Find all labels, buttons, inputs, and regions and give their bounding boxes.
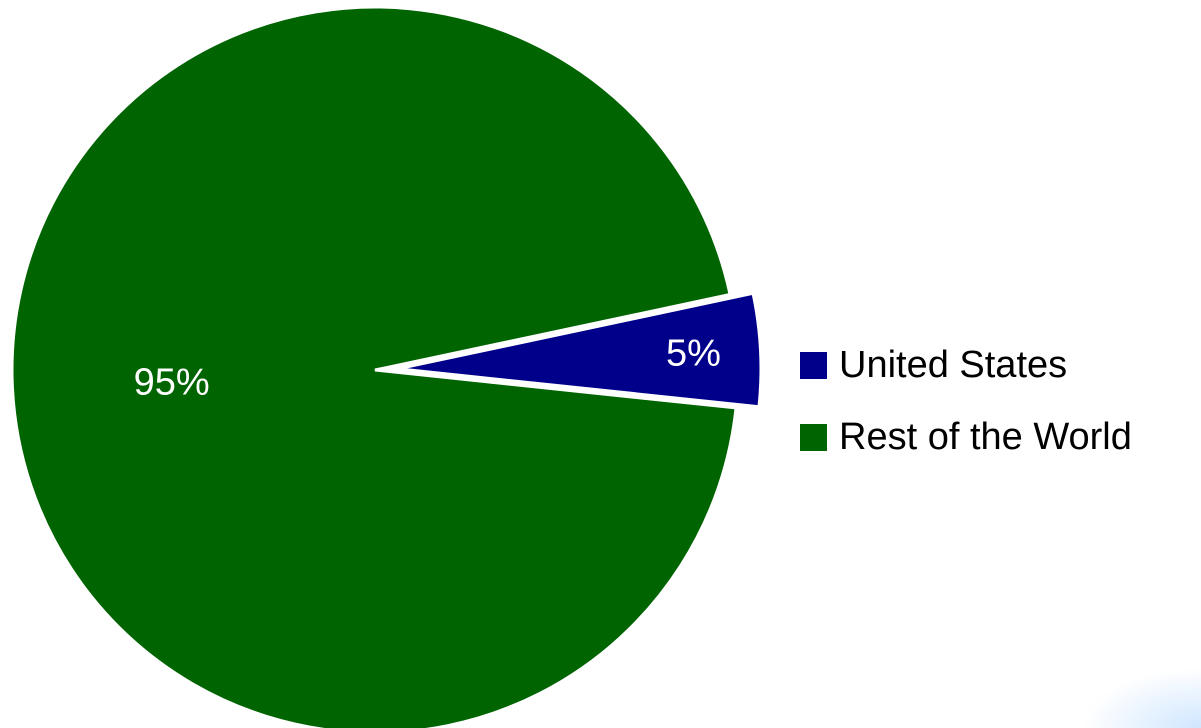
legend-item-rest-of-the-world: Rest of the World bbox=[800, 412, 1132, 462]
data-label-rest-of-the-world: 95% bbox=[134, 361, 210, 403]
legend-swatch bbox=[800, 423, 827, 451]
legend-swatch bbox=[800, 351, 827, 379]
data-label-united-states: 5% bbox=[666, 332, 721, 374]
legend: United States Rest of the World bbox=[800, 340, 1132, 484]
pie-chart: 5% 95% bbox=[10, 5, 760, 728]
legend-label: United States bbox=[839, 343, 1068, 386]
pie-slices bbox=[10, 5, 760, 728]
legend-item-united-states: United States bbox=[800, 340, 1132, 390]
corner-decoration bbox=[1081, 668, 1201, 728]
pie-data-labels: 5% 95% bbox=[134, 332, 721, 403]
pie-slice-rest-of-the-world bbox=[10, 5, 738, 728]
legend-label: Rest of the World bbox=[839, 415, 1132, 458]
pie-slice-united-states bbox=[397, 291, 760, 409]
